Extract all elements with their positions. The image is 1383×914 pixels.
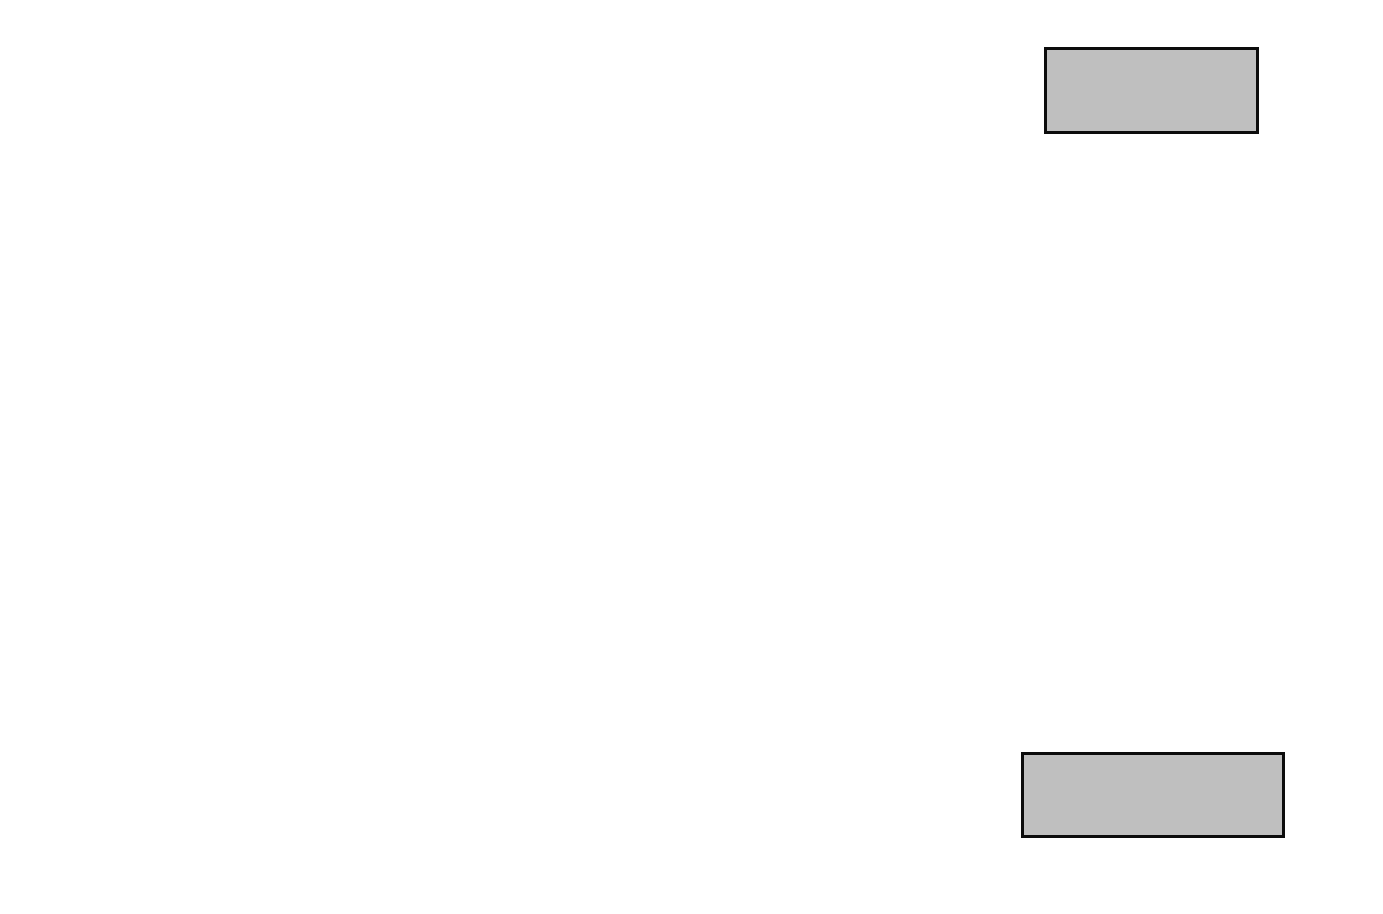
radial-integration-box xyxy=(1021,752,1285,838)
tomography-box xyxy=(1044,47,1259,134)
